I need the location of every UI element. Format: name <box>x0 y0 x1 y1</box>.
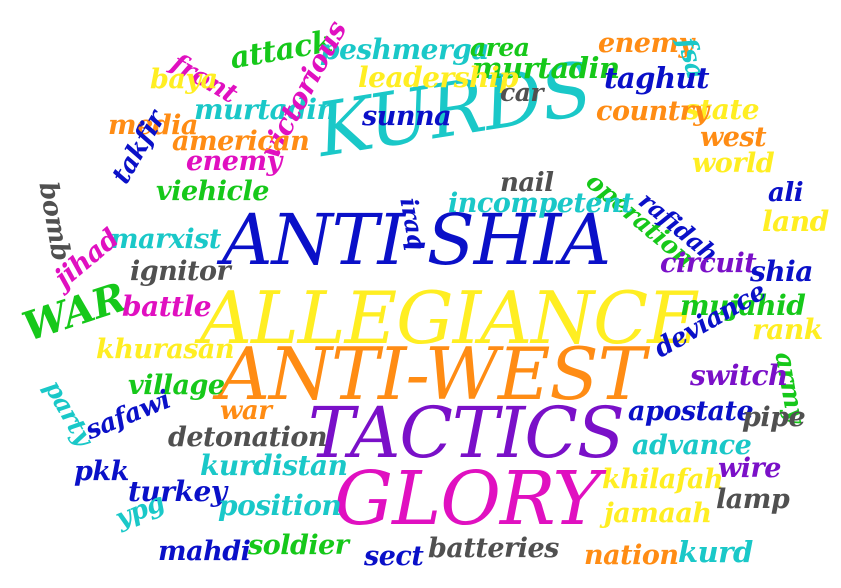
word-west: west <box>700 122 767 153</box>
word-media: media <box>108 110 198 141</box>
word-allegiance: ALLEGIANCE <box>200 276 700 360</box>
word-leadership: leadership <box>358 61 519 94</box>
word-village: village <box>128 370 225 401</box>
word-murtadin-top: murtadin <box>472 51 620 85</box>
word-ypg: ypg <box>111 487 169 534</box>
word-turkey: turkey <box>128 475 227 508</box>
word-advance: advance <box>632 430 752 461</box>
word-american: american <box>172 126 310 157</box>
word-position: position <box>218 489 342 522</box>
word-lamp: lamp <box>716 484 790 515</box>
word-ignitor: ignitor <box>130 256 231 287</box>
word-sect: sect <box>364 541 424 572</box>
word-pkk: pkk <box>74 456 129 487</box>
word-ali: ali <box>768 178 804 208</box>
word-peshmerga: peshmerga <box>320 33 489 66</box>
word-kurd: kurd <box>678 535 753 569</box>
word-land: land <box>762 205 829 238</box>
word-area: area <box>470 33 530 62</box>
word-detonation: detonation <box>168 422 328 453</box>
word-khurasan: khurasan <box>96 334 235 365</box>
word-pipe: pipe <box>742 402 806 433</box>
word-sunna: sunna <box>362 101 452 132</box>
word-soldier: soldier <box>248 530 349 561</box>
word-glory: GLORY <box>334 456 601 542</box>
word-nation: nation <box>584 540 679 571</box>
word-iraq: iraq <box>394 195 433 252</box>
word-khilafah: khilafah <box>602 464 724 495</box>
word-wire: wire <box>718 453 781 484</box>
word-marxist: marxist <box>110 224 221 255</box>
word-incompetent: incompetent <box>448 188 634 219</box>
word-tactics: TACTICS <box>308 392 625 474</box>
word-shia: shia <box>750 255 813 288</box>
word-rank: rank <box>752 313 823 346</box>
word-anti-west: ANTI-WEST <box>218 332 646 416</box>
word-war: war <box>220 396 272 426</box>
word-viehicle: viehicle <box>156 176 269 207</box>
word-car: car <box>500 78 544 107</box>
word-mujahid: mujahid <box>680 289 806 322</box>
word-nail: nail <box>500 168 554 198</box>
word-jamaah: jamaah <box>604 498 712 529</box>
word-kurdistan: kurdistan <box>200 449 348 482</box>
word-world: world <box>692 148 775 179</box>
word-enemy-top: enemy <box>598 28 694 59</box>
word-battle: battle <box>122 290 212 323</box>
word-circuit: circuit <box>660 248 757 279</box>
word-enemy: enemy <box>186 146 282 177</box>
word-murtadin: murtadin <box>194 93 337 126</box>
word-baya: baya <box>150 64 218 95</box>
word-anti-shia: ANTI-SHIA <box>222 199 611 281</box>
word-country: country <box>596 96 709 127</box>
word-batteries: batteries <box>428 533 559 564</box>
word-apostate: apostate <box>628 396 754 427</box>
word-mahdi: mahdi <box>158 536 251 567</box>
word-switch: switch <box>690 359 788 392</box>
word-taghut: taghut <box>604 61 710 95</box>
word-bomb: bomb <box>32 179 76 263</box>
word-state: state <box>684 93 760 126</box>
